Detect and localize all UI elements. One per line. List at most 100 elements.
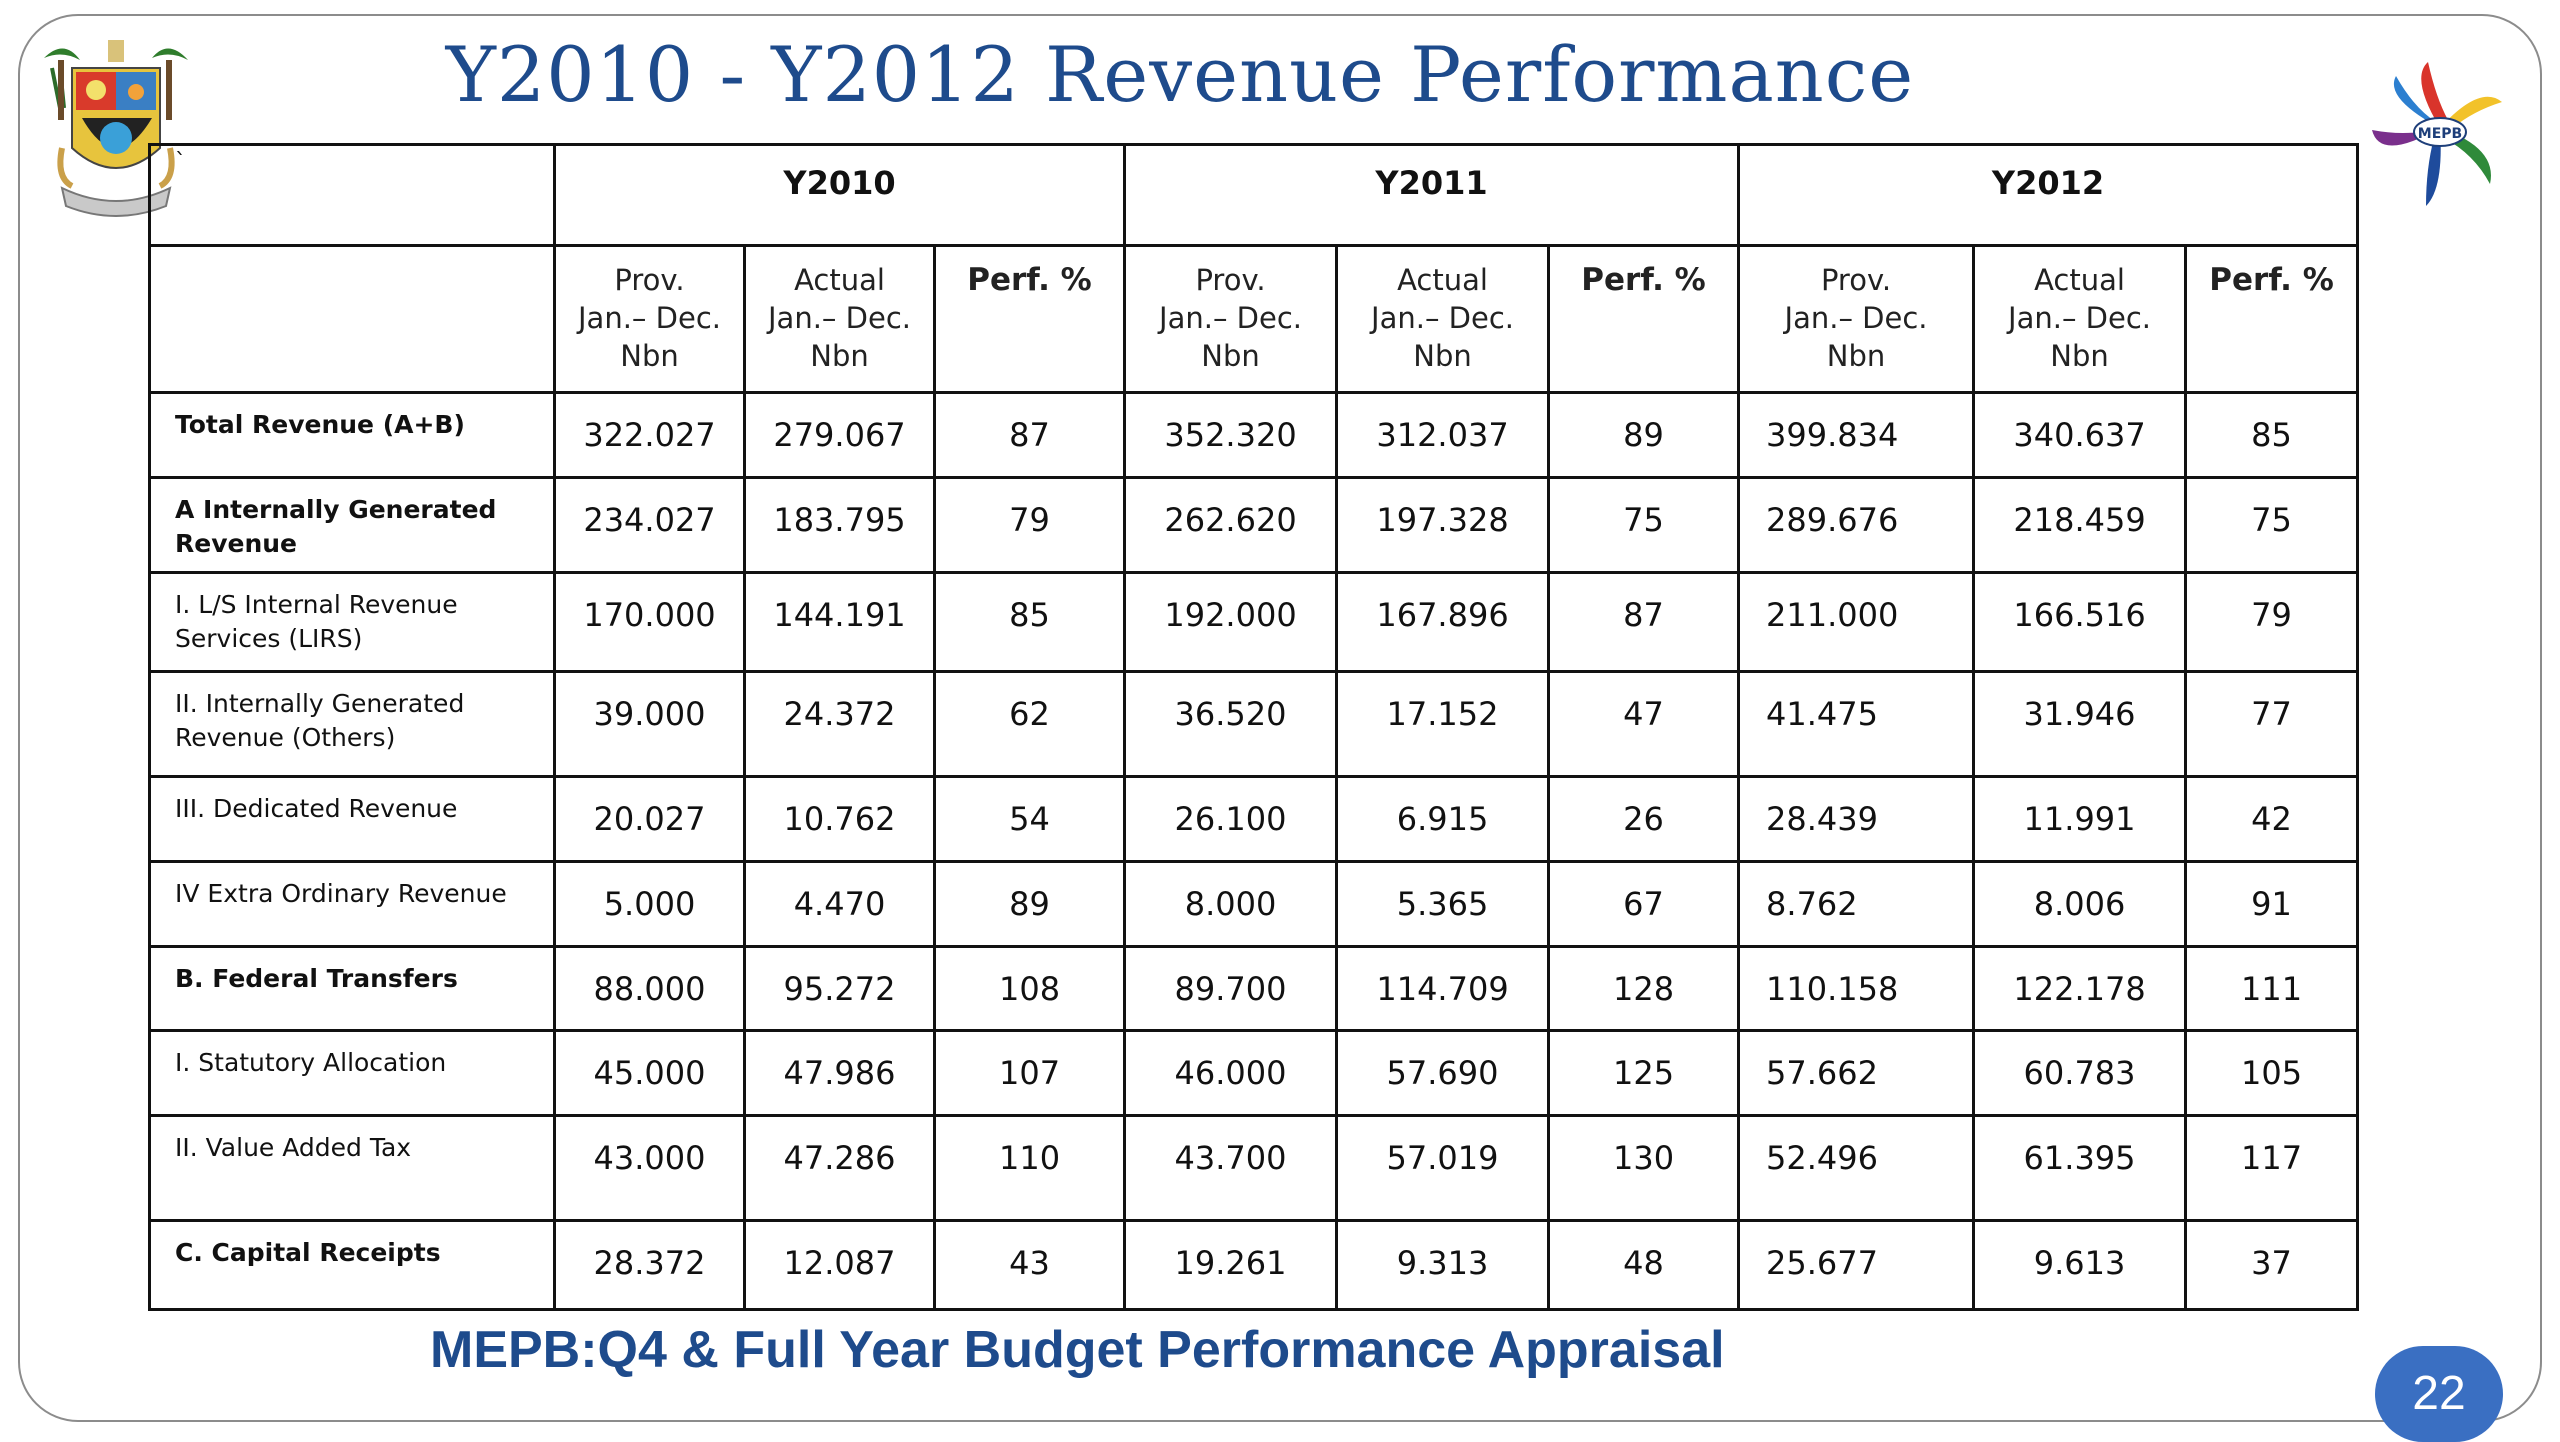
year-header-2010: Y2010 — [552, 143, 1127, 247]
row-label: B. Federal Transfers — [148, 944, 556, 1033]
amount-cell: 9.313 — [1335, 1219, 1551, 1311]
perf-percent-cell: 111 — [2184, 944, 2360, 1033]
col-header-line: Prov. — [1820, 262, 1892, 297]
col-header-actual-Y2012: Actual Jan.– Dec. Nbn — [1972, 243, 2188, 395]
col-header-line: Nbn — [1413, 338, 1472, 373]
col-header-line: Jan.– Dec. — [1159, 300, 1302, 335]
amount-cell: 289.676 — [1737, 476, 1976, 575]
amount-cell: 8.762 — [1737, 859, 1976, 948]
col-header-line: Jan.– Dec. — [1784, 300, 1928, 335]
perf-percent-cell: 48 — [1547, 1219, 1741, 1311]
amount-cell: 46.000 — [1123, 1029, 1339, 1118]
row-label: Total Revenue (A+B) — [148, 391, 556, 480]
amount-cell: 322.027 — [553, 391, 746, 480]
perf-percent-cell: 47 — [1547, 669, 1741, 778]
svg-text:MEPB: MEPB — [2418, 126, 2462, 142]
amount-cell: 183.795 — [743, 476, 936, 575]
corner-cell: ` — [148, 143, 556, 247]
table-body: Total Revenue (A+B) 322.027 279.067 87 352.3… — [148, 391, 2360, 1311]
table-row: II. Value Added Tax 43.000 47.286 110 43.700… — [148, 1114, 2360, 1223]
perf-percent-cell: 54 — [932, 774, 1127, 863]
amount-cell: 312.037 — [1335, 391, 1551, 480]
amount-cell: 170.000 — [553, 571, 746, 673]
amount-cell: 8.000 — [1123, 859, 1339, 948]
amount-cell: 6.915 — [1335, 774, 1551, 863]
amount-cell: 57.662 — [1737, 1029, 1976, 1118]
table-row: IV Extra Ordinary Revenue 5.000 4.470 89 8.0… — [148, 859, 2360, 948]
perf-percent-cell: 87 — [1547, 571, 1741, 673]
perf-percent-cell: 117 — [2184, 1114, 2360, 1223]
col-header-line: Nbn — [810, 338, 869, 373]
perf-percent-cell: 37 — [2184, 1219, 2360, 1311]
amount-cell: 39.000 — [553, 669, 746, 778]
col-header-line: Nbn — [1201, 338, 1260, 373]
col-header-line: Jan.– Dec. — [2008, 300, 2152, 335]
amount-cell: 166.516 — [1972, 571, 2188, 673]
perf-percent-cell: 42 — [2184, 774, 2360, 863]
col-header-line: Actual — [2034, 262, 2125, 297]
table-row: C. Capital Receipts 28.372 12.087 43 19.261 9… — [148, 1219, 2360, 1311]
perf-percent-cell: 62 — [932, 669, 1127, 778]
revenue-performance-table: ` Y2010 Y2011 Y2012 Prov. Jan.– Dec. Nbn Ac… — [148, 143, 2360, 1311]
amount-cell: 31.946 — [1972, 669, 2188, 778]
perf-percent-cell: 85 — [932, 571, 1127, 673]
lagos-state-crest-logo — [44, 40, 188, 217]
row-label: C. Capital Receipts — [148, 1219, 556, 1311]
perf-percent-cell: 128 — [1547, 944, 1741, 1033]
perf-percent-cell: 91 — [2184, 859, 2360, 948]
perf-percent-cell: 105 — [2184, 1029, 2360, 1118]
perf-percent-cell: 43 — [932, 1219, 1127, 1311]
amount-cell: 26.100 — [1123, 774, 1339, 863]
row-label: I. Statutory Allocation — [148, 1029, 556, 1118]
col-header-perf-Y2011: Perf. % — [1547, 243, 1741, 395]
col-header-line: Prov. — [614, 262, 685, 297]
amount-cell: 19.261 — [1123, 1219, 1339, 1311]
amount-cell: 10.762 — [743, 774, 936, 863]
amount-cell: 61.395 — [1972, 1114, 2188, 1223]
amount-cell: 24.372 — [743, 669, 936, 778]
col-header-prov-Y2011: Prov. Jan.– Dec. Nbn — [1123, 243, 1339, 395]
amount-cell: 114.709 — [1335, 944, 1551, 1033]
perf-percent-cell: 89 — [932, 859, 1127, 948]
perf-percent-cell: 89 — [1547, 391, 1741, 480]
col-header-line: Nbn — [620, 338, 679, 373]
col-header-prov-Y2012: Prov. Jan.– Dec. Nbn — [1737, 243, 1976, 395]
perf-percent-cell: 107 — [932, 1029, 1127, 1118]
amount-cell: 89.700 — [1123, 944, 1339, 1033]
amount-cell: 57.019 — [1335, 1114, 1551, 1223]
amount-cell: 52.496 — [1737, 1114, 1976, 1223]
col-header-perf-Y2010: Perf. % — [932, 243, 1127, 395]
col-header-line: Nbn — [1826, 338, 1886, 373]
col-header-line: Actual — [794, 262, 885, 297]
amount-cell: 234.027 — [553, 476, 746, 575]
col-header-actual-Y2010: Actual Jan.– Dec. Nbn — [743, 243, 936, 395]
amount-cell: 47.286 — [743, 1114, 936, 1223]
col-header-actual-Y2011: Actual Jan.– Dec. Nbn — [1335, 243, 1551, 395]
row-label: I. L/S Internal Revenue Services (LIRS) — [148, 571, 556, 673]
amount-cell: 211.000 — [1737, 571, 1976, 673]
footer-caption: MEPB:Q4 & Full Year Budget Performance A… — [430, 1321, 1725, 1379]
year-header-2012: Y2012 — [1737, 143, 2360, 247]
amount-cell: 144.191 — [743, 571, 936, 673]
amount-cell: 43.000 — [553, 1114, 746, 1223]
perf-percent-cell: 67 — [1547, 859, 1741, 948]
perf-percent-cell: 79 — [2184, 571, 2360, 673]
amount-cell: 12.087 — [743, 1219, 936, 1311]
amount-cell: 11.991 — [1972, 774, 2188, 863]
table-row: II. Internally Generated Revenue (Others… — [148, 669, 2360, 778]
amount-cell: 41.475 — [1737, 669, 1976, 778]
amount-cell: 5.365 — [1335, 859, 1551, 948]
perf-percent-cell: 75 — [1547, 476, 1741, 575]
amount-cell: 36.520 — [1123, 669, 1339, 778]
amount-cell: 28.372 — [553, 1219, 746, 1311]
perf-percent-cell: 26 — [1547, 774, 1741, 863]
perf-percent-cell: 108 — [932, 944, 1127, 1033]
perf-percent-cell: 110 — [932, 1114, 1127, 1223]
column-header-row: Prov. Jan.– Dec. Nbn Actual Jan.– Dec. Nbn Per… — [148, 243, 2360, 395]
perf-percent-cell: 75 — [2184, 476, 2360, 575]
amount-cell: 192.000 — [1123, 571, 1339, 673]
col-header-line: Jan.– Dec. — [1371, 300, 1514, 335]
amount-cell: 95.272 — [743, 944, 936, 1033]
slide-title: Y2010 - Y2012 Revenue Performance — [445, 30, 1915, 119]
col-header-line: Nbn — [2050, 338, 2109, 373]
